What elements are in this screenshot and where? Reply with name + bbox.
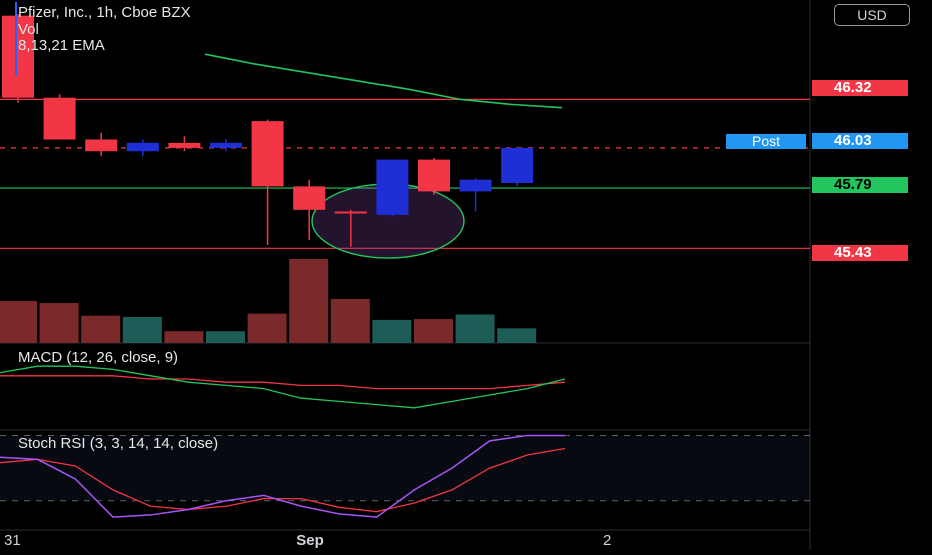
volume-indicator-label[interactable]: Vol [18, 21, 39, 38]
symbol-title[interactable]: Pfizer, Inc., 1h, Cboe BZX [18, 4, 191, 21]
volume-bar [372, 319, 412, 343]
macd-signal-line [0, 375, 566, 390]
price-tag-last: 46.03 [812, 133, 908, 149]
volume-bar [164, 331, 204, 343]
post-market-badge: Post [726, 134, 806, 149]
candle-body [2, 15, 34, 98]
candle-body [334, 211, 367, 214]
candle-body [459, 179, 492, 192]
price-tag-support: 45.79 [812, 177, 908, 193]
candle-body [293, 186, 326, 210]
stoch-d-line [0, 447, 566, 513]
volume-bar [0, 301, 37, 343]
volume-bar [81, 315, 121, 343]
volume-bar [247, 313, 287, 343]
candle-body [376, 159, 409, 215]
time-axis-label: 2 [603, 532, 611, 549]
time-axis-label: Sep [296, 532, 324, 549]
candle-body [43, 97, 76, 140]
price-tag-low: 45.43 [812, 245, 908, 261]
currency-button[interactable]: USD [834, 4, 910, 26]
volume-bar [39, 303, 79, 343]
volume-bar [414, 319, 453, 343]
volume-bar [455, 314, 495, 343]
candle-body [251, 121, 284, 187]
volume-bar [289, 259, 329, 343]
volume-bar [206, 331, 245, 343]
candle-body [168, 142, 201, 148]
stoch-k-line [0, 434, 565, 518]
candle-body [210, 142, 242, 148]
stoch-rsi-title[interactable]: Stoch RSI (3, 3, 14, 14, close) [18, 435, 219, 452]
candle-body [501, 147, 534, 184]
stoch-band [0, 435, 810, 501]
volume-bar [122, 316, 162, 343]
candle-body [126, 142, 159, 152]
time-axis-label: 31 [4, 532, 21, 549]
price-tag-resistance: 46.32 [812, 80, 908, 96]
ema-line [204, 53, 563, 109]
candle-body [418, 159, 450, 192]
volume-bar [497, 328, 537, 343]
macd-line [0, 365, 566, 409]
ema-indicator-label[interactable]: 8,13,21 EMA [18, 37, 105, 54]
macd-title[interactable]: MACD (12, 26, close, 9) [18, 349, 179, 366]
candle-body [85, 139, 118, 152]
volume-bar [330, 298, 370, 343]
